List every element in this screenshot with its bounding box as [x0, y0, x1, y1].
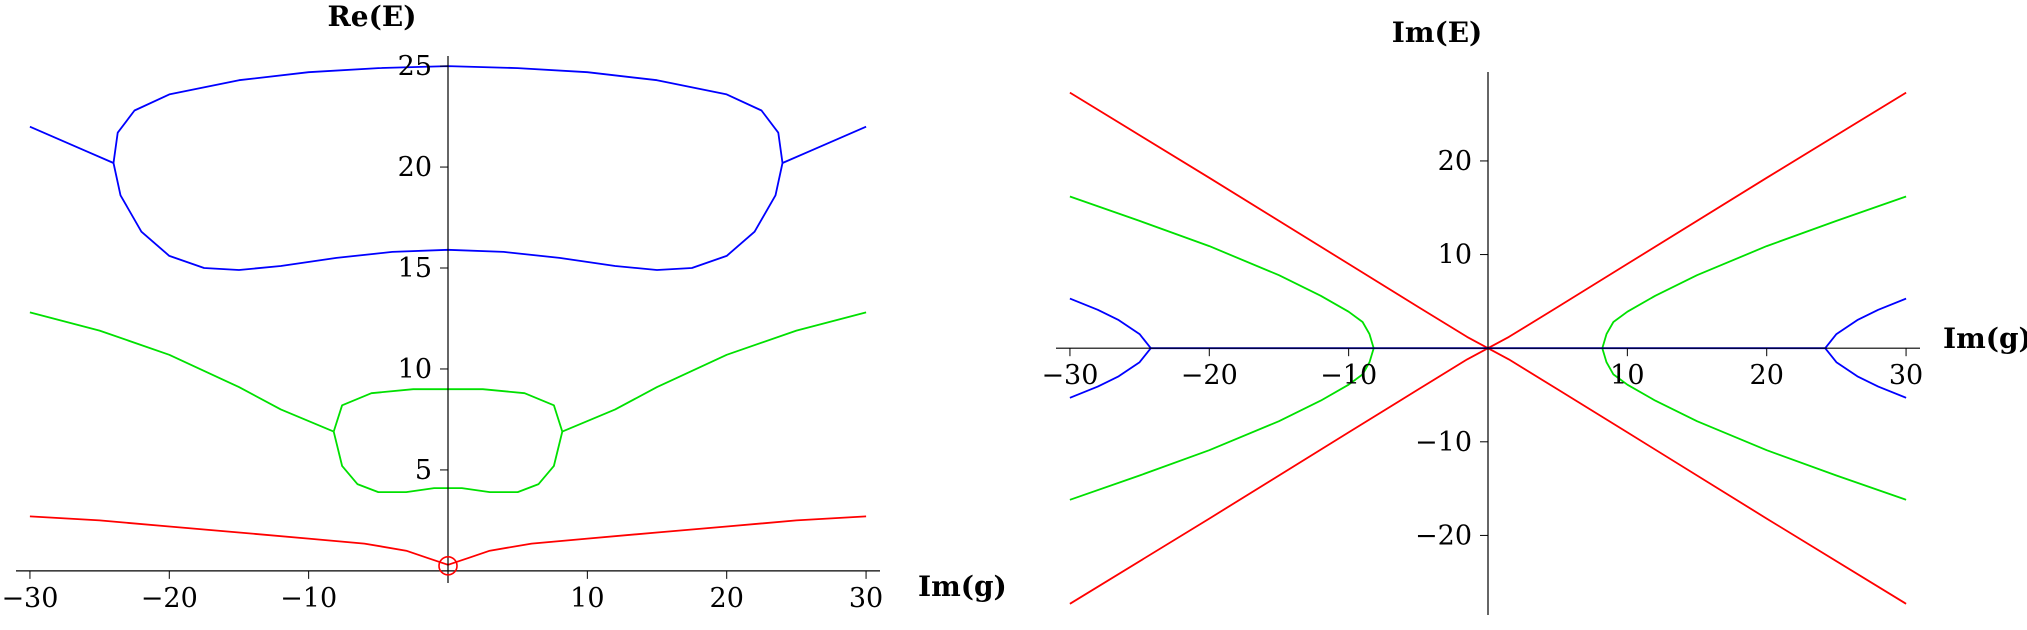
left-series-1-segment-2	[332, 388, 564, 493]
left-series-0-segment-2	[112, 65, 784, 271]
left-x-tick-label-2: −10	[280, 583, 337, 614]
left-chart: −30 −20 −10 10 20 30 5 10 15 20 25 Im(g) Re(E)	[1, 0, 1006, 614]
right-chart: −30 −20 −10 10 20 30 −20 −10 10 20 Im(g) Im(E)	[1041, 16, 2027, 615]
left-x-tick-label-3: 10	[570, 583, 604, 614]
left-x-tick-label-1: −20	[141, 583, 198, 614]
right-x-tick-label-5: 30	[1889, 360, 1923, 391]
left-chart-y-axis-label: Re(E)	[328, 0, 417, 33]
right-x-tick-label-0: −30	[1041, 360, 1098, 391]
right-x-tick-label-1: −20	[1181, 360, 1238, 391]
left-x-tick-label-4: 20	[710, 583, 744, 614]
right-y-tick-label-3: 20	[1438, 146, 1472, 177]
left-chart-series	[29, 65, 867, 566]
right-x-tick-label-2: −10	[1320, 360, 1377, 391]
left-series-2-segment-1	[447, 515, 867, 566]
left-series-0-segment-1	[782, 125, 867, 164]
left-series-0-segment-0	[29, 125, 114, 164]
right-y-tick-label-0: −20	[1415, 520, 1472, 551]
right-chart-axes	[1056, 72, 1920, 615]
left-x-tick-label-5: 30	[849, 583, 883, 614]
left-series-1-segment-1	[561, 311, 867, 433]
left-chart-axes	[16, 56, 880, 583]
left-chart-ticks: −30 −20 −10 10 20 30 5 10 15 20 25	[1, 51, 883, 614]
left-y-tick-label-4: 25	[398, 51, 432, 82]
left-series-1-segment-0	[29, 311, 335, 433]
left-y-tick-label-2: 15	[398, 253, 432, 284]
left-chart-markers	[438, 556, 458, 576]
right-x-tick-label-4: 20	[1750, 360, 1784, 391]
left-marker-circle-0	[438, 556, 458, 576]
right-y-tick-label-1: −10	[1415, 427, 1472, 458]
left-y-tick-label-3: 20	[398, 152, 432, 183]
right-chart-ticks: −30 −20 −10 10 20 30 −20 −10 10 20	[1041, 146, 1923, 551]
left-x-tick-label-0: −30	[1, 583, 58, 614]
left-y-tick-label-1: 10	[398, 354, 432, 385]
right-chart-x-axis-label: Im(g)	[1943, 322, 2027, 355]
left-series-2-segment-0	[29, 515, 449, 566]
left-chart-x-axis-label: Im(g)	[918, 570, 1007, 603]
right-x-tick-label-3: 10	[1610, 360, 1644, 391]
right-y-tick-label-2: 10	[1438, 240, 1472, 271]
right-chart-y-axis-label: Im(E)	[1392, 16, 1483, 49]
left-y-tick-label-0: 5	[415, 455, 432, 486]
